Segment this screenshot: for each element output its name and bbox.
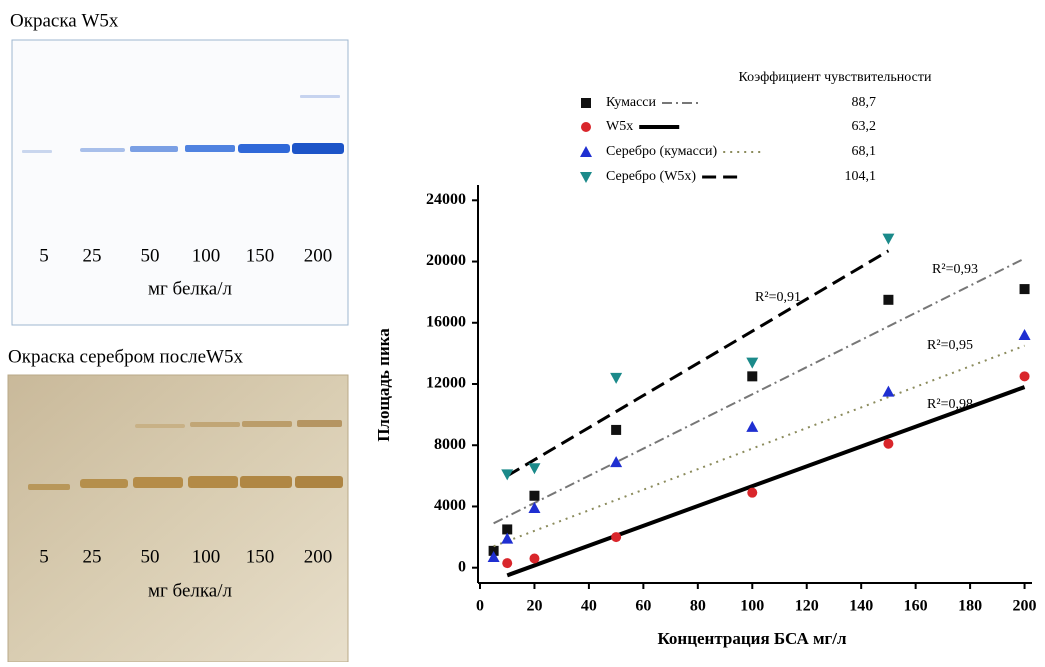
marker [610,456,622,467]
legend-label: Серебро (W5x) [606,169,696,184]
marker [883,439,893,449]
legend-marker [580,172,592,183]
trend-line [507,251,888,476]
lane-label: 25 [83,245,102,266]
x-tick-label: 180 [958,598,982,615]
x-tick-label: 120 [795,598,819,615]
legend-marker [581,98,591,108]
y-axis-label: Площадь пика [374,328,393,442]
marker [529,554,539,564]
y-tick-label: 24000 [426,191,466,208]
marker [611,425,621,435]
x-tick-label: 40 [581,598,597,615]
marker [882,386,894,397]
x-tick-label: 160 [904,598,928,615]
x-tick-label: 20 [526,598,542,615]
y-tick-label: 12000 [426,375,466,392]
legend-title: Коэффициент чувствительности [739,70,932,85]
lane-label: 100 [192,546,221,567]
lane-label: 100 [192,245,221,266]
gel-title: Окраска W5x [10,10,119,31]
trend-line [494,346,1025,547]
lane-label: 5 [39,546,49,567]
r2-label: R²=0,91 [755,290,801,305]
legend-coefficient: 104,1 [845,169,877,184]
x-tick-label: 200 [1013,598,1037,615]
lane-label: 200 [304,546,333,567]
lane-label: 200 [304,245,333,266]
marker [883,295,893,305]
lane-label: 25 [83,546,102,567]
legend-label: Серебро (кумасси) [606,144,718,159]
marker [528,463,540,474]
marker [1020,371,1030,381]
legend-marker [580,146,592,157]
marker [747,488,757,498]
marker [611,532,621,542]
r2-label: R²=0,93 [932,262,978,277]
lane-label: 150 [246,245,275,266]
marker [746,358,758,369]
legend-coefficient: 68,1 [852,144,877,159]
r2-label: R²=0,95 [927,338,973,353]
gel-title: Окраска серебром послеW5x [8,346,243,367]
y-tick-label: 20000 [426,252,466,269]
lane-label: 50 [141,546,160,567]
gel-image [8,375,348,662]
trend-line [507,387,1024,575]
lane-label: 150 [246,546,275,567]
legend-coefficient: 88,7 [852,95,877,110]
x-tick-label: 100 [740,598,764,615]
marker [747,371,757,381]
marker [502,558,512,568]
y-tick-label: 4000 [434,497,466,514]
y-tick-label: 16000 [426,313,466,330]
legend-coefficient: 63,2 [852,119,877,134]
x-tick-label: 60 [635,598,651,615]
y-tick-label: 0 [458,558,466,575]
marker [529,491,539,501]
marker [746,421,758,432]
r2-label: R²=0,98 [927,397,973,412]
lane-label: 5 [39,245,49,266]
x-axis-label: Концентрация БСА мг/л [657,629,847,648]
marker [610,373,622,384]
marker [1019,329,1031,340]
marker [528,502,540,513]
x-tick-label: 0 [476,598,484,615]
legend-marker [581,122,591,132]
marker [882,234,894,245]
x-tick-label: 140 [849,598,873,615]
figure: Окраска W5x мг белка/л Окраска серебром … [0,0,1045,662]
gel-unit: мг белка/л [148,580,233,601]
x-tick-label: 80 [690,598,706,615]
y-tick-label: 8000 [434,436,466,453]
legend-label: W5x [606,119,633,134]
marker [1020,284,1030,294]
lane-label: 50 [141,245,160,266]
gel-unit: мг белка/л [148,278,233,299]
legend-label: Кумасси [606,95,657,110]
